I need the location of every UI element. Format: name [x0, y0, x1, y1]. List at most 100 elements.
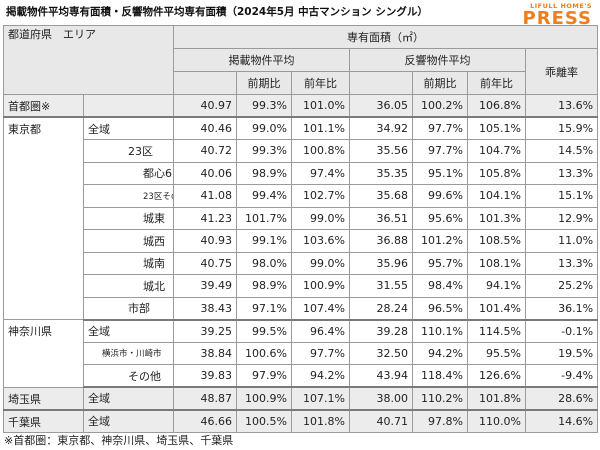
- cell-listed-qoq: 99.3%: [236, 139, 292, 163]
- table-row: 23区 40.72 99.3% 100.8% 35.56 97.7% 104.7% 14.5%: [4, 139, 599, 163]
- cell-listed-qoq: 99.4%: [236, 184, 292, 208]
- header-listed: 掲載物件平均: [173, 48, 350, 72]
- cell-resp-yoy: 101.3%: [467, 206, 526, 230]
- cell-listed: 38.43: [173, 296, 237, 321]
- cell-div: 14.6%: [524, 409, 599, 433]
- cell-resp-yoy: 105.8%: [467, 161, 526, 185]
- table-title: 掲載物件平均専有面積・反響物件平均専有面積（2024年5月 中古マンション シン…: [6, 6, 428, 18]
- cell-listed-yoy: 107.4%: [291, 296, 350, 321]
- header-area-group: 専有面積（㎡）: [172, 25, 599, 49]
- cell-listed-yoy: 97.4%: [291, 161, 350, 185]
- header-listed-qoq: 前期比: [236, 71, 292, 95]
- cell-listed: 46.66: [173, 409, 237, 433]
- cell-area: 全域: [83, 116, 174, 140]
- table-row: 千葉県 全域 46.66 100.5% 101.8% 40.71 97.8% 110.0% 14…: [3, 409, 599, 433]
- footnote: ※首都圏：東京都、神奈川県、埼玉県、千葉県: [4, 434, 234, 447]
- cell-resp-qoq: 98.4%: [412, 274, 468, 298]
- cell-listed: 40.97: [173, 94, 237, 118]
- cell-area: 全域: [83, 409, 174, 433]
- cell-prefecture: 埼玉県: [3, 386, 84, 411]
- cell-listed-yoy: 107.1%: [291, 386, 350, 411]
- table-row: 城北 39.49 98.9% 100.9% 31.55 98.4% 94.1% 25.2%: [4, 274, 599, 298]
- cell-resp-qoq: 99.6%: [412, 184, 468, 208]
- cell-resp: 36.05: [349, 94, 413, 118]
- cell-area: 横浜市・川崎市: [83, 341, 174, 365]
- cell-listed-yoy: 94.2%: [291, 364, 350, 388]
- cell-prefecture: 神奈川県: [3, 319, 84, 388]
- cell-resp: 35.96: [349, 251, 413, 275]
- cell-resp-yoy: 94.1%: [467, 274, 526, 298]
- cell-listed-qoq: 98.9%: [236, 161, 292, 185]
- cell-resp-yoy: 114.5%: [467, 319, 526, 343]
- table-row: 23区その他41.0899.4%102.7%35.6899.6%104.1%15…: [4, 184, 599, 208]
- cell-div: 15.1%: [524, 184, 599, 208]
- cell-resp-yoy: 95.5%: [467, 341, 526, 365]
- cell-area: 都心6区: [83, 161, 174, 185]
- cell-listed-yoy: 101.0%: [291, 94, 350, 118]
- cell-listed: 41.08: [173, 184, 237, 208]
- cell-listed: 48.87: [173, 386, 237, 411]
- cell-div: 13.3%: [524, 251, 599, 275]
- cell-listed: 40.06: [173, 161, 237, 185]
- cell-listed-qoq: 99.0%: [236, 116, 292, 140]
- header-resp-qoq: 前期比: [412, 71, 468, 95]
- cell-area: 23区: [83, 139, 174, 163]
- cell-resp-qoq: 95.6%: [412, 206, 468, 230]
- cell-div: 12.9%: [524, 206, 599, 230]
- logo-main-text: PRESS: [522, 8, 592, 29]
- cell-listed-qoq: 99.5%: [236, 319, 292, 343]
- cell-resp-qoq: 118.4%: [412, 364, 468, 388]
- cell-div: 36.1%: [524, 296, 599, 321]
- header-divergence: 乖離率: [524, 48, 599, 95]
- header-listed-yoy: 前年比: [291, 71, 350, 95]
- cell-area: 城東: [83, 206, 174, 230]
- cell-resp-qoq: 110.2%: [412, 386, 468, 411]
- header-listed-avg-blank: [173, 71, 237, 95]
- table-row: その他 39.83 97.9% 94.2% 43.94 118.4% 126.6% -9.4%: [4, 364, 599, 388]
- cell-resp-yoy: 105.1%: [467, 116, 526, 140]
- cell-listed: 40.72: [173, 139, 237, 163]
- cell-resp-yoy: 126.6%: [467, 364, 526, 388]
- cell-area: 全域: [83, 386, 174, 411]
- table-row: 埼玉県 全域 48.87 100.9% 107.1% 38.00 110.2% 101.8% 2…: [3, 386, 599, 411]
- cell-resp-yoy: 101.8%: [467, 386, 526, 411]
- cell-resp-qoq: 110.1%: [412, 319, 468, 343]
- cell-listed-qoq: 100.5%: [236, 409, 292, 433]
- cell-resp-yoy: 104.7%: [467, 139, 526, 163]
- cell-listed-qoq: 98.0%: [236, 251, 292, 275]
- cell-div: -9.4%: [524, 364, 599, 388]
- cell-listed-yoy: 96.4%: [291, 319, 350, 343]
- cell-area: 城西: [83, 229, 174, 253]
- cell-resp: 39.28: [349, 319, 413, 343]
- table-row: 市部 38.43 97.1% 107.4% 28.24 96.5% 101.4% 36.1%: [4, 296, 599, 321]
- cell-div: 19.5%: [524, 341, 599, 365]
- cell-listed-yoy: 99.0%: [291, 206, 350, 230]
- cell-resp: 35.35: [349, 161, 413, 185]
- cell-resp-yoy: 108.1%: [467, 251, 526, 275]
- cell-resp-qoq: 95.1%: [412, 161, 468, 185]
- cell-resp-qoq: 94.2%: [412, 341, 468, 365]
- cell-resp: 35.68: [349, 184, 413, 208]
- cell-listed-yoy: 103.6%: [291, 229, 350, 253]
- cell-resp-yoy: 101.4%: [467, 296, 526, 321]
- cell-listed: 39.49: [173, 274, 237, 298]
- cell-resp-yoy: 106.8%: [467, 94, 526, 118]
- area-table: 都道府県 エリア 専有面積（㎡） 掲載物件平均 反響物件平均 乖離率 前期比 前…: [3, 25, 599, 433]
- cell-listed: 40.46: [173, 116, 237, 140]
- cell-listed-yoy: 100.9%: [291, 274, 350, 298]
- cell-listed-qoq: 97.9%: [236, 364, 292, 388]
- table-row: 城西 40.93 99.1% 103.6% 36.88 101.2% 108.5% 11.0%: [4, 229, 599, 253]
- cell-resp-qoq: 97.8%: [412, 409, 468, 433]
- header-region: 都道府県 エリア: [3, 25, 174, 95]
- cell-div: -0.1%: [524, 319, 599, 343]
- table-row: 城東 41.23 101.7% 99.0% 36.51 95.6% 101.3% 12.9%: [4, 206, 599, 230]
- cell-area: 23区その他: [83, 184, 174, 208]
- cell-resp: 40.71: [349, 409, 413, 433]
- cell-listed-qoq: 99.3%: [236, 94, 292, 118]
- cell-resp-yoy: 110.0%: [467, 409, 526, 433]
- cell-prefecture: 千葉県: [3, 409, 84, 433]
- cell-div: 28.6%: [524, 386, 599, 411]
- cell-div: 25.2%: [524, 274, 599, 298]
- table-row: 城南 40.75 98.0% 99.0% 35.96 95.7% 108.1% 13.3%: [4, 251, 599, 275]
